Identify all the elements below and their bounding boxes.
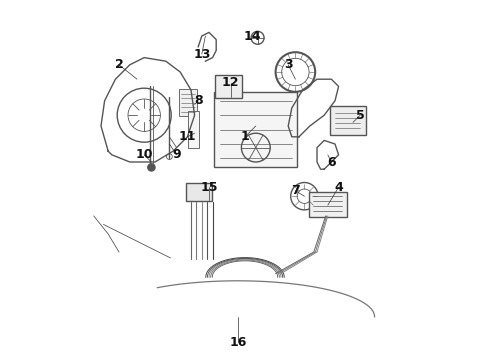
Text: 10: 10 — [135, 148, 153, 161]
FancyBboxPatch shape — [186, 183, 212, 201]
Text: 12: 12 — [222, 76, 239, 89]
Text: 6: 6 — [327, 156, 336, 168]
Text: 4: 4 — [334, 181, 343, 194]
FancyBboxPatch shape — [216, 75, 242, 98]
Text: 5: 5 — [356, 109, 365, 122]
FancyBboxPatch shape — [330, 106, 366, 135]
FancyBboxPatch shape — [179, 89, 197, 116]
FancyBboxPatch shape — [215, 92, 297, 167]
Text: 3: 3 — [284, 58, 293, 71]
Text: 15: 15 — [200, 181, 218, 194]
Text: 16: 16 — [229, 336, 246, 348]
Circle shape — [148, 164, 155, 171]
Text: 14: 14 — [244, 30, 261, 42]
Text: 9: 9 — [172, 148, 181, 161]
Text: 13: 13 — [193, 48, 211, 60]
Text: 2: 2 — [115, 58, 123, 71]
Text: 1: 1 — [241, 130, 249, 143]
Text: 11: 11 — [179, 130, 196, 143]
Text: 8: 8 — [194, 94, 202, 107]
Text: 7: 7 — [291, 184, 300, 197]
FancyBboxPatch shape — [189, 111, 199, 148]
FancyBboxPatch shape — [309, 192, 347, 217]
